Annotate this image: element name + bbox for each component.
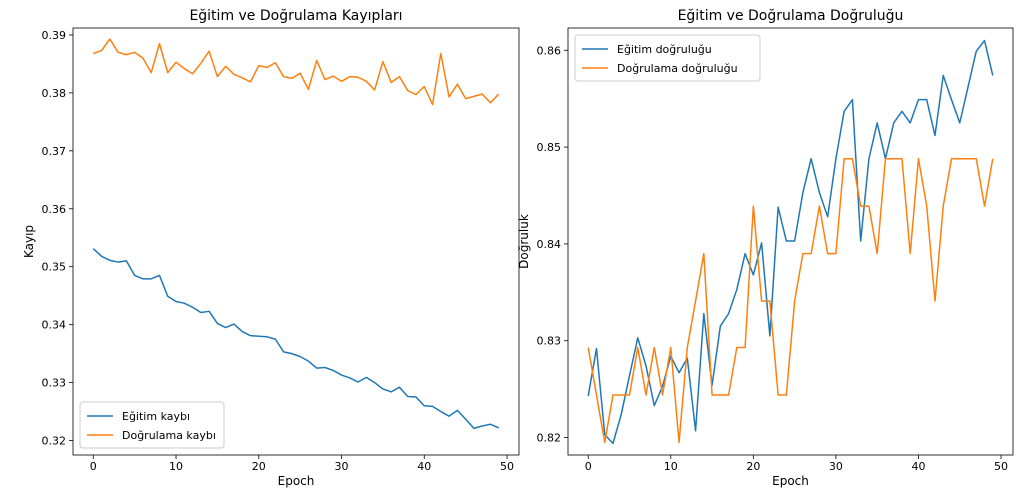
y-tick-label: 0.34 (42, 319, 67, 332)
y-tick-label: 0.86 (537, 44, 562, 57)
y-tick-label: 0.82 (537, 432, 562, 445)
legend-label: Eğitim kaybı (122, 410, 190, 423)
x-tick-label: 20 (252, 460, 266, 473)
x-tick-label: 50 (500, 460, 514, 473)
legend: Eğitim doğruluğu Doğrulama doğruluğu (574, 34, 761, 82)
x-tick-label: 50 (994, 460, 1008, 473)
legend: Eğitim kaybı Doğrulama kaybı (79, 401, 225, 449)
accuracy-chart: 0 10 20 30 40 50 0.82 0.83 0.84 0.85 0.86 Eğitim ve… (517, 8, 1014, 488)
axes-frame (567, 27, 1014, 456)
x-axis-label: Epoch (278, 474, 315, 488)
legend-box (574, 34, 761, 82)
x-tick-label: 20 (746, 460, 760, 473)
y-axis-label: Kayıp (22, 225, 36, 258)
x-axis-label: Epoch (772, 474, 809, 488)
x-tick-label: 0 (585, 460, 592, 473)
x-tick-label: 40 (417, 460, 431, 473)
x-tick-label: 10 (664, 460, 678, 473)
x-tick-label: 30 (335, 460, 349, 473)
loss-chart: 0 10 20 30 40 50 0.32 0.33 0.34 0.35 0.36 0.37 0.38 0… (22, 8, 520, 488)
series-line-training (92, 248, 500, 430)
x-tick-label: 0 (90, 460, 97, 473)
series-line-training (587, 39, 994, 445)
chart-title: Eğitim ve Doğrulama Kayıpları (189, 8, 402, 24)
y-tick-label: 0.37 (42, 145, 67, 158)
y-tick-label: 0.85 (537, 141, 562, 154)
y-tick-label: 0.39 (42, 29, 67, 42)
series-line-validation (93, 38, 500, 106)
series-line-validation (587, 157, 994, 444)
y-tick-label: 0.32 (42, 435, 67, 448)
y-axis-label: Doğruluk (517, 214, 531, 269)
y-tick-label: 0.83 (537, 335, 562, 348)
x-tick-label: 10 (169, 460, 183, 473)
x-tick-label: 30 (829, 460, 843, 473)
y-tick-label: 0.33 (42, 377, 67, 390)
chart-title: Eğitim ve Doğrulama Doğruluğu (678, 8, 904, 24)
legend-label: Doğrulama kaybı (122, 429, 216, 442)
legend-label: Eğitim doğruluğu (617, 43, 712, 56)
legend-box (79, 401, 225, 449)
y-tick-label: 0.35 (42, 261, 67, 274)
y-tick-label: 0.84 (537, 238, 562, 251)
y-tick-label: 0.36 (42, 203, 67, 216)
y-tick-label: 0.38 (42, 87, 67, 100)
legend-label: Doğrulama doğruluğu (617, 62, 738, 75)
x-tick-label: 40 (911, 460, 925, 473)
axes-frame (72, 27, 520, 456)
